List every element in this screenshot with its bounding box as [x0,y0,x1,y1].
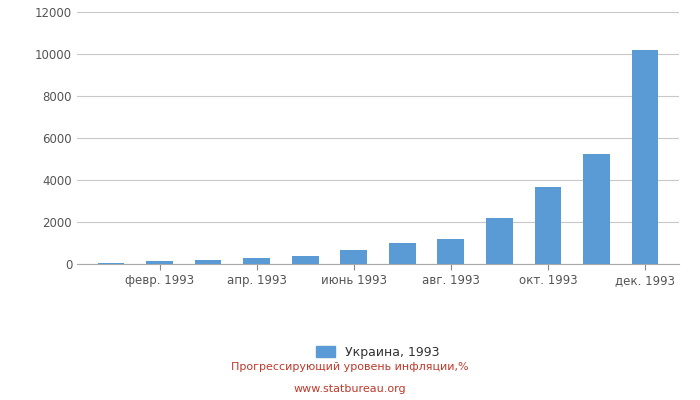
Bar [195,260,221,264]
Legend: Украина, 1993: Украина, 1993 [312,340,444,364]
Bar [340,250,367,264]
Bar [97,262,125,264]
Bar [438,240,464,264]
Bar [146,262,173,264]
Bar [535,187,561,264]
Bar [486,218,512,264]
Bar [292,256,318,264]
Bar [631,50,659,264]
Bar [583,154,610,264]
Text: Прогрессирующий уровень инфляции,%: Прогрессирующий уровень инфляции,% [231,362,469,372]
Bar [244,258,270,264]
Bar [389,243,416,264]
Text: www.statbureau.org: www.statbureau.org [294,384,406,394]
